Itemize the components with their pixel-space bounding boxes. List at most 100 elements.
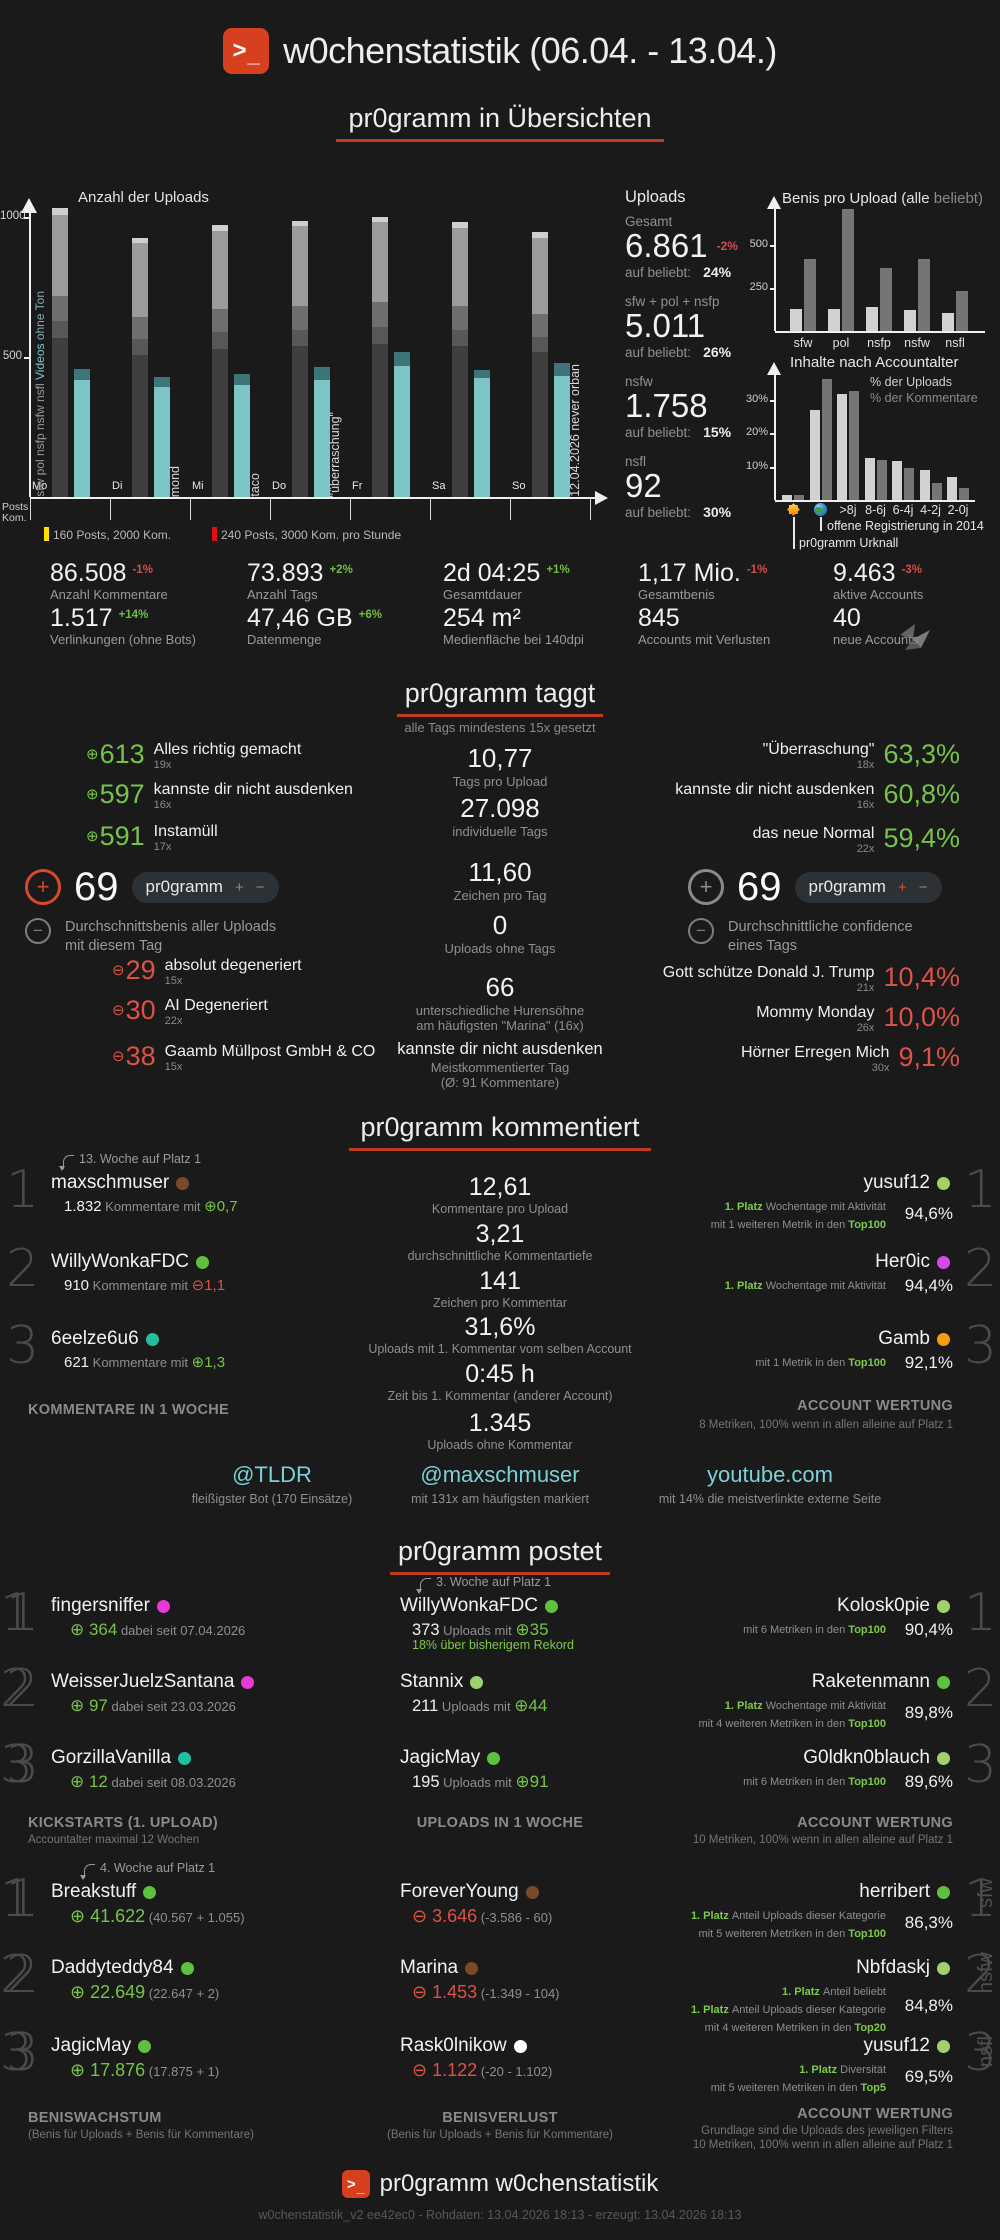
tag-label[interactable]: Gaamb Müllpost GmbH & CO bbox=[164, 1043, 376, 1060]
username[interactable]: yusuf12 bbox=[863, 2035, 930, 2056]
stat-value-row: 1.517 +14% bbox=[50, 605, 196, 631]
username[interactable]: Kolosk0pie bbox=[837, 1595, 930, 1616]
globe-icon bbox=[814, 503, 827, 516]
stat-value: 73.893 bbox=[247, 559, 324, 587]
stat-value-row: 40 bbox=[833, 605, 918, 631]
username[interactable]: Daddyteddy84 bbox=[51, 1957, 174, 1978]
tag-percent-value: 59,4% bbox=[883, 823, 960, 853]
uploads-panel-item: sfw + pol + nsfp 5.011 auf beliebt: 26% bbox=[625, 294, 845, 362]
tag-label[interactable]: Hörner Erregen Mich bbox=[740, 1044, 890, 1061]
account-wertung-sublabel: 8 Metriken, 100% wenn in allen alleine a… bbox=[699, 1419, 953, 1431]
tag-percent-value: 10,0% bbox=[883, 1002, 960, 1032]
tag-label[interactable]: Instamüll bbox=[153, 823, 218, 840]
tag-percent-entry: kannste dir nicht ausdenken 16x 60,8% bbox=[520, 780, 960, 811]
stat-part: (17.875 + 1) bbox=[145, 2064, 220, 2079]
heading-underline bbox=[349, 1148, 651, 1151]
tag-downvote-button[interactable]: − bbox=[255, 878, 265, 896]
link-maxschmuser[interactable]: @maxschmuser bbox=[420, 1462, 580, 1487]
username[interactable]: WillyWonkaFDC bbox=[51, 1251, 189, 1272]
username[interactable]: Rask0lnikow bbox=[400, 2035, 507, 2056]
username[interactable]: JagicMay bbox=[51, 2035, 132, 2056]
username[interactable]: Her0ic bbox=[875, 1251, 930, 1272]
rank-name-row: yusuf12 bbox=[863, 2035, 950, 2057]
stat-item: 1,17 Mio. -1% Gesamtbenis bbox=[638, 560, 767, 602]
username[interactable]: 6eelze6u6 bbox=[51, 1328, 139, 1349]
bar-annotation: "überraschung" bbox=[328, 411, 342, 497]
chevron-icon: > bbox=[232, 37, 247, 64]
username[interactable]: Stannix bbox=[400, 1671, 464, 1692]
username[interactable]: herribert bbox=[859, 1881, 930, 1902]
rank-name-row: ForeverYoung bbox=[400, 1881, 539, 1903]
day-label: Sa bbox=[432, 480, 446, 492]
uploads-item-beliebt-row: auf beliebt: 15% bbox=[625, 424, 845, 442]
tag-label[interactable]: das neue Normal bbox=[752, 825, 875, 842]
user-mark-dot bbox=[470, 1675, 484, 1689]
tag-upvote-button[interactable]: + bbox=[897, 878, 907, 896]
stat-part: ⊕44 bbox=[514, 1696, 548, 1715]
user-mark-dot bbox=[937, 2039, 950, 2053]
mid-stat-label: Tags pro Upload bbox=[452, 774, 548, 789]
username[interactable]: ForeverYoung bbox=[400, 1881, 519, 1902]
metric-line: 1. Platz Wochentage mit Aktivität bbox=[711, 1197, 886, 1215]
username[interactable]: G0ldkn0blauch bbox=[803, 1747, 930, 1768]
rank-digit: 3 bbox=[963, 2023, 997, 2083]
bar-segment-nsfw bbox=[372, 222, 388, 302]
rank-percent-value: 84,8% bbox=[904, 1996, 953, 2015]
stat-part: ⊖ 1.453 bbox=[412, 1982, 478, 2002]
user-mark-dot bbox=[180, 1961, 194, 1975]
uploads-item-value-row: 6.861 -2% bbox=[625, 229, 845, 263]
uploads-item-label: Gesamt bbox=[625, 214, 673, 229]
username[interactable]: GorzillaVanilla bbox=[51, 1747, 172, 1768]
tag-label[interactable]: "Überraschung" bbox=[762, 741, 875, 758]
tag-pill-label[interactable]: pr0gramm bbox=[145, 877, 223, 896]
footer-title: pr0gramm w0chenstatistik bbox=[379, 2170, 659, 2197]
tag-label[interactable]: Mommy Monday bbox=[756, 1004, 875, 1021]
bar-segment-videos bbox=[314, 379, 330, 497]
curved-arrow-icon bbox=[59, 1155, 74, 1171]
mid-stat-value: 3,21 bbox=[475, 1220, 525, 1248]
tag-label[interactable]: Alles richtig gemacht bbox=[153, 741, 302, 758]
stat-part: Wochentage mit Aktivität bbox=[765, 1280, 886, 1292]
rank-name-row: WillyWonkaFDC bbox=[400, 1595, 558, 1617]
tag-text: AI Degeneriert 22x bbox=[165, 996, 268, 1027]
rank-digit: 2 bbox=[963, 1659, 997, 1719]
mid-stat-label2: am häufigsten "Marina" (16x) bbox=[416, 1018, 584, 1033]
username[interactable]: Raketenmann bbox=[811, 1671, 930, 1692]
user-mark-dot bbox=[145, 1332, 159, 1346]
rank-metric-lines: 1. Platz Wochentage mit Aktivität bbox=[725, 1276, 886, 1294]
username[interactable]: yusuf12 bbox=[863, 1172, 930, 1193]
tag-label[interactable]: AI Degeneriert bbox=[164, 997, 268, 1014]
username[interactable]: WeisserJuelzSantana bbox=[51, 1671, 235, 1692]
tag-pill-label[interactable]: pr0gramm bbox=[808, 877, 886, 896]
rank-name-row: Kolosk0pie bbox=[837, 1595, 950, 1617]
username[interactable]: JagicMay bbox=[400, 1747, 481, 1768]
stat-part: Kommentare mit bbox=[101, 1199, 205, 1214]
tag-downvote-button[interactable]: − bbox=[918, 878, 928, 896]
username[interactable]: maxschmuser bbox=[51, 1172, 170, 1193]
stat-part: dabei seit 23.03.2026 bbox=[107, 1699, 236, 1714]
username[interactable]: Marina bbox=[400, 1957, 459, 1978]
username[interactable]: Breakstuff bbox=[51, 1881, 137, 1902]
tag-label[interactable]: kannste dir nicht ausdenken bbox=[153, 781, 353, 798]
tag-upvote-button[interactable]: + bbox=[234, 878, 244, 896]
category-label: sfw bbox=[793, 336, 813, 350]
link-tldr[interactable]: @TLDR bbox=[232, 1462, 312, 1487]
stat-part: ⊕1,3 bbox=[191, 1354, 226, 1371]
tag-label[interactable]: Gott schütze Donald J. Trump bbox=[662, 964, 875, 981]
tag-benis-value: 30 bbox=[125, 995, 156, 1025]
benis-pro-upload-chart: Benis pro Upload (alle beliebt) 250 500 sfw… bbox=[742, 186, 1000, 350]
username[interactable]: WillyWonkaFDC bbox=[400, 1595, 538, 1616]
link-youtube[interactable]: youtube.com bbox=[707, 1462, 833, 1487]
uploads-item-label: sfw + pol + nsfp bbox=[625, 294, 720, 309]
stat-part: Wochentage mit Aktivität bbox=[765, 1201, 886, 1213]
username[interactable]: Gamb bbox=[878, 1328, 930, 1349]
rank-digit: 1 bbox=[963, 1583, 997, 1643]
tag-label[interactable]: kannste dir nicht ausdenken bbox=[675, 781, 875, 798]
tag-label[interactable]: absolut degeneriert bbox=[164, 957, 302, 974]
explosion-icon bbox=[786, 503, 800, 516]
username[interactable]: Nbfdaskj bbox=[856, 1957, 930, 1978]
rank-digit: 2 bbox=[6, 1945, 40, 2005]
username[interactable]: fingersniffer bbox=[51, 1595, 150, 1616]
tag-count: 19x bbox=[153, 759, 172, 771]
chart-title-paren: beliebt) bbox=[929, 190, 983, 207]
